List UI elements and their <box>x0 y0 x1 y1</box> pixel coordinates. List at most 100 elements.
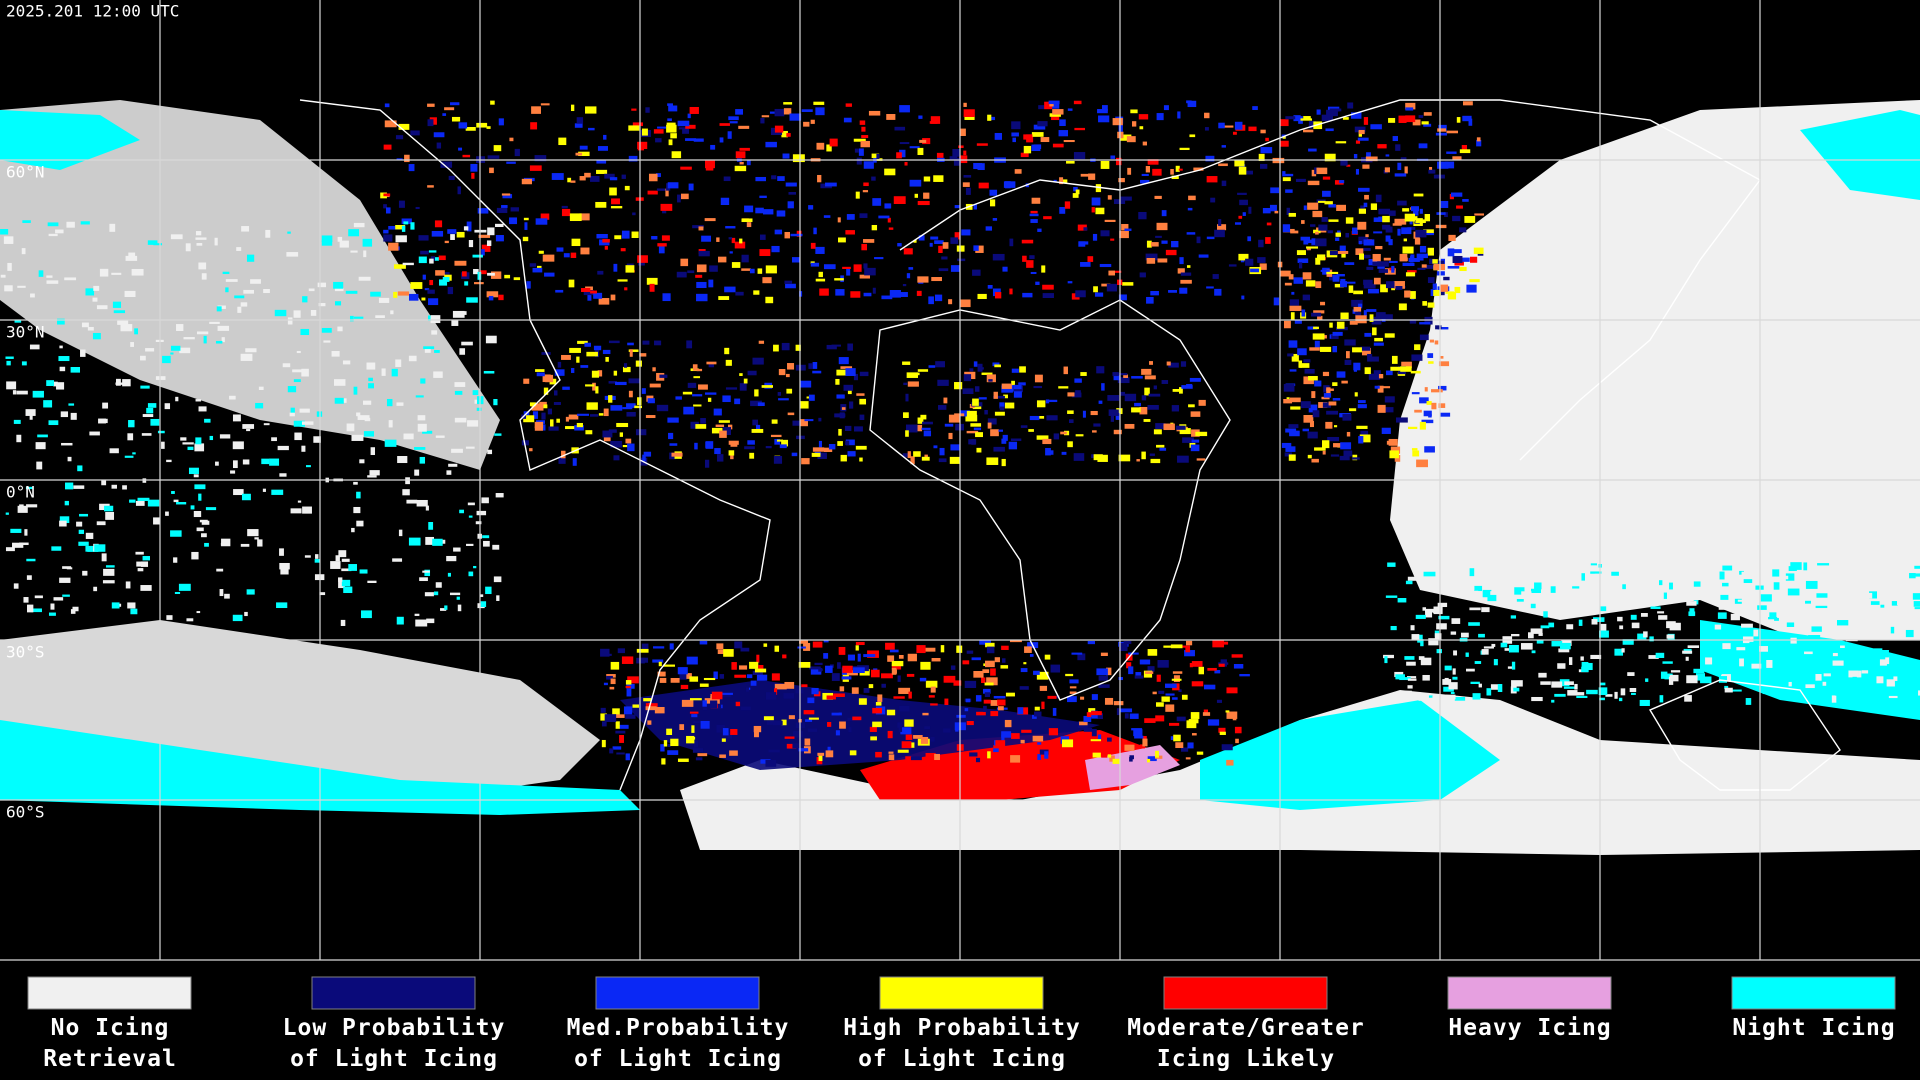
cloud-pixel <box>279 562 290 570</box>
cloud-pixel <box>1111 270 1122 273</box>
cloud-pixel <box>493 398 498 406</box>
cloud-pixel <box>1788 566 1797 571</box>
cloud-pixel <box>1101 383 1105 391</box>
cloud-pixel <box>954 413 965 417</box>
cloud-pixel <box>1358 303 1363 309</box>
cloud-pixel <box>1313 326 1319 330</box>
cloud-pixel <box>571 238 581 247</box>
cloud-pixel <box>1080 696 1085 700</box>
cloud-pixel <box>531 403 544 411</box>
cloud-pixel <box>1831 695 1837 703</box>
cloud-pixel <box>356 520 364 527</box>
cloud-pixel <box>1288 274 1294 280</box>
cloud-pixel <box>625 685 631 689</box>
cloud-pixel <box>1835 691 1842 696</box>
cloud-pixel <box>1060 179 1068 184</box>
cloud-pixel <box>965 187 971 195</box>
cloud-pixel <box>1409 319 1417 324</box>
cloud-pixel <box>1002 434 1008 441</box>
cloud-pixel <box>862 190 869 193</box>
cloud-pixel <box>1196 751 1204 755</box>
cloud-pixel <box>1173 734 1181 742</box>
cloud-pixel <box>1554 693 1566 697</box>
cloud-pixel <box>771 419 778 424</box>
cloud-pixel <box>700 720 710 729</box>
cloud-pixel <box>906 673 915 677</box>
cloud-pixel <box>1353 366 1357 372</box>
cloud-pixel <box>215 340 223 344</box>
cloud-pixel <box>1560 642 1571 650</box>
cloud-pixel <box>810 262 820 267</box>
cloud-pixel <box>1099 263 1112 268</box>
cloud-pixel <box>1188 195 1196 201</box>
cloud-pixel <box>680 684 689 690</box>
cloud-pixel <box>558 137 567 146</box>
cloud-pixel <box>734 241 746 249</box>
cloud-pixel <box>1600 623 1607 632</box>
cloud-pixel <box>1026 260 1034 268</box>
cloud-pixel <box>1427 247 1434 256</box>
cloud-pixel <box>504 274 511 279</box>
cloud-pixel <box>635 429 647 436</box>
cloud-pixel <box>1308 404 1318 413</box>
cloud-pixel <box>716 724 725 733</box>
cloud-pixel <box>600 707 606 713</box>
cloud-pixel <box>1143 419 1151 422</box>
cloud-pixel <box>1233 664 1244 669</box>
cloud-pixel <box>897 722 903 728</box>
cloud-pixel <box>1447 291 1457 300</box>
cloud-pixel <box>787 412 795 416</box>
cloud-pixel <box>1717 612 1727 619</box>
cloud-pixel <box>1073 453 1085 461</box>
cloud-pixel <box>739 373 743 376</box>
legend-swatch <box>311 976 476 1010</box>
cloud-pixel <box>826 144 832 152</box>
cloud-pixel <box>731 262 741 268</box>
cloud-pixel <box>1188 404 1195 408</box>
cloud-pixel <box>696 293 708 302</box>
cloud-pixel <box>666 124 677 133</box>
cloud-pixel <box>652 659 664 663</box>
cloud-pixel <box>1082 410 1086 418</box>
cloud-pixel <box>1405 115 1416 123</box>
cloud-pixel <box>910 756 922 761</box>
cloud-pixel <box>1753 629 1759 637</box>
cloud-pixel <box>952 149 960 157</box>
cloud-pixel <box>1769 612 1777 618</box>
cloud-pixel <box>1140 179 1150 184</box>
cloud-pixel <box>526 281 531 289</box>
cloud-pixel <box>685 138 697 141</box>
cloud-pixel <box>537 265 542 268</box>
cloud-pixel <box>289 412 295 417</box>
cloud-pixel <box>1409 256 1414 263</box>
cloud-pixel <box>1020 668 1028 673</box>
cloud-pixel <box>754 668 767 673</box>
cloud-pixel <box>486 126 491 129</box>
cloud-pixel <box>1234 159 1245 167</box>
cloud-pixel <box>1138 114 1149 120</box>
cloud-pixel <box>716 643 724 650</box>
cloud-pixel <box>1456 205 1463 209</box>
cloud-pixel <box>1247 236 1252 242</box>
cloud-pixel <box>1100 160 1110 169</box>
cloud-pixel <box>1483 646 1494 649</box>
cloud-pixel <box>609 177 618 181</box>
legend-label: of Light Icing <box>290 1046 498 1072</box>
cloud-pixel <box>941 256 948 260</box>
cloud-pixel <box>810 242 816 249</box>
cloud-pixel <box>647 720 652 725</box>
cloud-pixel <box>906 273 911 279</box>
cloud-pixel <box>799 401 809 409</box>
cloud-pixel <box>859 120 866 125</box>
cloud-pixel <box>130 608 138 615</box>
cloud-pixel <box>849 401 854 409</box>
cloud-pixel <box>196 243 203 246</box>
cloud-pixel <box>743 378 748 384</box>
cloud-pixel <box>468 515 473 518</box>
cloud-pixel <box>1618 697 1623 702</box>
cloud-pixel <box>1534 582 1542 590</box>
cloud-pixel <box>422 430 433 434</box>
cloud-pixel <box>1728 573 1734 578</box>
cloud-pixel <box>43 400 53 408</box>
cloud-pixel <box>398 529 403 537</box>
